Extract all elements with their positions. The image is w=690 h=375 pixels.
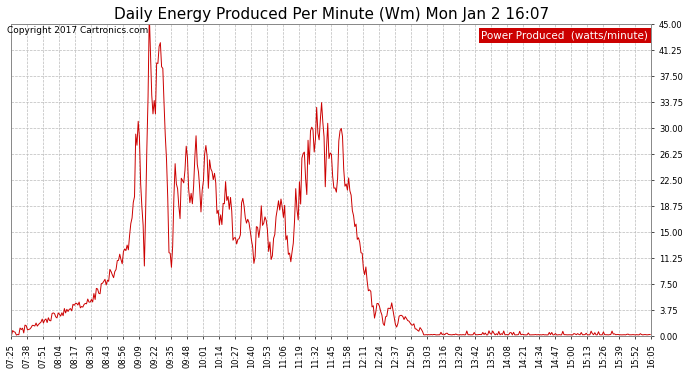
Text: Power Produced  (watts/minute): Power Produced (watts/minute) (482, 31, 648, 41)
Text: Copyright 2017 Cartronics.com: Copyright 2017 Cartronics.com (7, 26, 148, 35)
Title: Daily Energy Produced Per Minute (Wm) Mon Jan 2 16:07: Daily Energy Produced Per Minute (Wm) Mo… (114, 7, 549, 22)
